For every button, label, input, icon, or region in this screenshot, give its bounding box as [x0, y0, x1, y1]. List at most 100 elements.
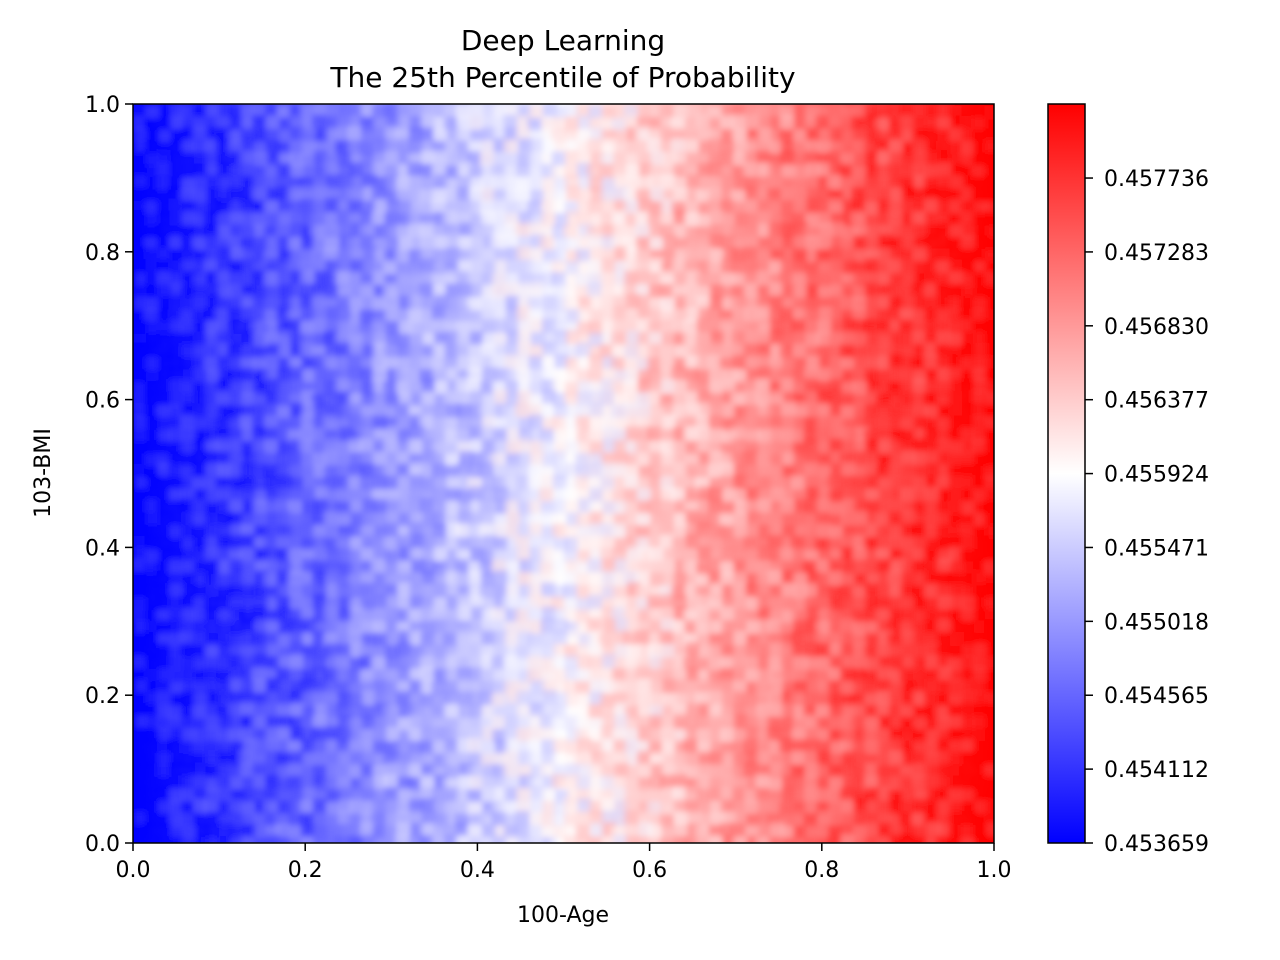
heatmap-cell [325, 621, 340, 636]
heatmap-cell [612, 787, 627, 802]
heatmap-cell [252, 584, 267, 599]
heatmap-cell [900, 162, 915, 177]
heatmap-cell [518, 750, 533, 765]
heatmap-cell [923, 607, 938, 622]
heatmap-cell [228, 594, 243, 609]
heatmap-cell [818, 452, 833, 467]
heatmap-cell [552, 654, 567, 669]
heatmap-cell [170, 799, 185, 814]
heatmap-cell [265, 476, 280, 491]
heatmap-cell [467, 378, 482, 393]
heatmap-cell [948, 762, 963, 777]
heatmap-cell [696, 438, 711, 453]
heatmap-cell [203, 837, 218, 843]
heatmap-cell [179, 357, 194, 372]
heatmap-cell [614, 763, 629, 778]
heatmap-cell [984, 105, 994, 120]
heatmap-cell [407, 381, 422, 396]
heatmap-cell [265, 703, 280, 718]
heatmap-cell [984, 453, 994, 468]
heatmap-cell [902, 571, 917, 586]
heatmap-cell [517, 152, 532, 167]
heatmap-cell [635, 247, 650, 262]
heatmap-cell [335, 378, 350, 393]
heatmap-cell [372, 415, 387, 430]
heatmap-cell [239, 547, 254, 562]
heatmap-cell [180, 680, 195, 695]
heatmap-cell [587, 558, 602, 573]
heatmap-cell [335, 139, 350, 154]
heatmap-cell [673, 426, 688, 441]
heatmap-cell [505, 152, 520, 167]
heatmap-cell [877, 330, 892, 345]
heatmap-cell [733, 560, 748, 575]
heatmap-cell [193, 693, 208, 708]
heatmap-cell [133, 655, 146, 670]
heatmap-cell [864, 822, 879, 837]
heatmap-cell [949, 489, 964, 504]
heatmap-cell [203, 211, 218, 226]
heatmap-cell [481, 223, 496, 238]
heatmap-cell [264, 403, 279, 418]
heatmap-cell [661, 594, 676, 609]
heatmap-cell [301, 597, 316, 612]
heatmap-cell [588, 104, 603, 119]
heatmap-cell [793, 248, 808, 263]
heatmap-cell [228, 825, 243, 840]
heatmap-cell [780, 200, 795, 215]
heatmap-cell [889, 608, 904, 623]
heatmap-cell [181, 247, 196, 262]
heatmap-cell [685, 463, 700, 478]
heatmap-cell [878, 234, 893, 249]
heatmap-cell [864, 201, 879, 216]
heatmap-cell [312, 715, 327, 730]
heatmap-cell [839, 667, 854, 682]
heatmap-cell [420, 355, 435, 370]
heatmap-cell [289, 114, 304, 129]
heatmap-cell [395, 261, 410, 276]
colorbar-tick-label: 0.454112 [1104, 758, 1209, 783]
heatmap-cell [155, 330, 170, 345]
heatmap-cell [851, 306, 866, 321]
heatmap-cell [360, 392, 375, 407]
heatmap-cell [612, 728, 627, 743]
heatmap-cell [143, 644, 158, 659]
heatmap-cell [731, 114, 746, 129]
heatmap-cell [551, 260, 566, 275]
heatmap-cell [431, 787, 446, 802]
heatmap-cell [252, 512, 267, 527]
heatmap-cell [587, 618, 602, 633]
heatmap-cell [398, 236, 413, 251]
heatmap-cell [408, 487, 423, 502]
heatmap-cell [731, 822, 746, 837]
heatmap-cell [768, 522, 783, 537]
heatmap-cell [817, 572, 832, 587]
heatmap-cell [444, 309, 459, 324]
heatmap-cell [191, 477, 206, 492]
heatmap-cell [866, 474, 881, 489]
heatmap-cell [480, 714, 495, 729]
heatmap-cell [937, 404, 952, 419]
heatmap-cell [493, 584, 508, 599]
heatmap-cell [890, 187, 905, 202]
heatmap-cell [793, 451, 808, 466]
heatmap-cell [384, 138, 399, 153]
heatmap-cell [866, 801, 881, 816]
heatmap-cell [721, 620, 736, 635]
heatmap-cell [601, 306, 616, 321]
heatmap-cell [686, 811, 701, 826]
heatmap-cell [649, 236, 664, 251]
heatmap-cell [156, 258, 171, 273]
heatmap-cell [803, 462, 818, 477]
heatmap-cell [984, 524, 994, 539]
heatmap-cell [984, 798, 994, 813]
heatmap-cell [539, 511, 554, 526]
heatmap-cell [625, 153, 640, 168]
heatmap-cell [899, 703, 914, 718]
heatmap-cell [215, 774, 230, 789]
heatmap-cell [698, 679, 713, 694]
heatmap-cell [756, 583, 771, 598]
heatmap-cell [805, 345, 820, 360]
heatmap-cell [458, 450, 473, 465]
heatmap-cell [635, 211, 650, 226]
